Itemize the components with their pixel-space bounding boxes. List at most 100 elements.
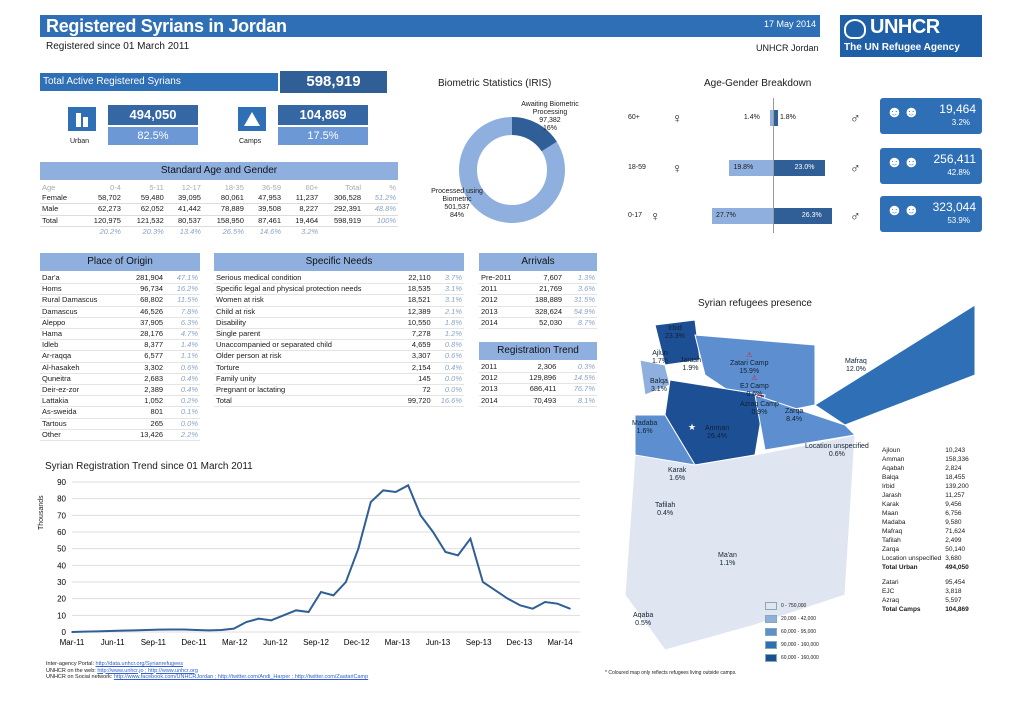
governorate-row: Total Camps 104,869 — [880, 605, 971, 614]
sa-cell: 78,889 — [220, 204, 244, 214]
origin-row-cell: Rural Damascus — [40, 294, 123, 307]
origin-row: Tartous 265 0.0% — [40, 418, 200, 430]
trend-point — [83, 630, 86, 633]
governorate-row: EJC 3,818 — [880, 587, 971, 596]
map-label-value: 0.9% — [751, 409, 768, 416]
needs-row-cell: Disability — [214, 317, 400, 330]
gov-value: 9,456 — [945, 501, 962, 508]
needs-row: Older person at risk 3,307 0.6% — [214, 350, 464, 363]
map-label: Location unspecified 0.6% — [805, 443, 869, 459]
age-total-box: ☻☻ 323,044 53.9% — [880, 196, 982, 232]
sa-pct-cell: 13.4% — [179, 226, 201, 236]
trend-point — [494, 589, 497, 592]
portal-link[interactable]: http://data.unhcr.org/Syrianrefugees — [95, 661, 183, 667]
trend-point — [220, 629, 223, 631]
gov-name: Jarash — [882, 492, 902, 499]
gov-value: 5,597 — [945, 597, 962, 604]
processed-annotation: Processed using Biometric 501,537 84% — [431, 188, 483, 219]
needs-row-cell: 7,278 — [399, 328, 433, 341]
y-tick-label: 80 — [57, 495, 66, 504]
map-label-value: 0.4% — [657, 510, 674, 517]
map-label-name: Ajlun — [652, 350, 668, 357]
male-bar — [774, 110, 778, 126]
needs-row: Torture 2,154 0.4% — [214, 362, 464, 374]
y-tick-label: 60 — [57, 528, 66, 537]
gov-name: Irbid — [882, 483, 895, 490]
page-title: Registered Syrians in Jordan — [46, 16, 287, 36]
trend-point — [531, 607, 534, 610]
x-tick-label: Jun-13 — [426, 638, 451, 647]
needs-row-cell: 3.7% — [432, 273, 464, 285]
male-pct-label: 26.3% — [801, 212, 822, 219]
urban-icon — [68, 107, 96, 131]
sa-cell: 48.8% — [374, 204, 396, 214]
arrivals-row: 2011 21,769 3.6% — [479, 283, 597, 296]
needs-row-cell: 0.8% — [432, 339, 464, 352]
urban-label: Urban — [70, 138, 90, 145]
trend-point — [382, 489, 385, 492]
reg-trend-row-cell: 2011 — [479, 362, 511, 374]
sa-cell: 58,702 — [97, 193, 121, 203]
sa-cell: 100% — [376, 215, 396, 225]
reg-trend-row-cell: 129,896 — [510, 372, 559, 385]
map-south — [624, 434, 856, 651]
legend-label: 0 - 750,000 — [781, 603, 807, 609]
gov-value: 139,200 — [945, 483, 969, 490]
trend-point — [108, 630, 111, 632]
map-label: Karak 1.6% — [668, 467, 686, 483]
social-link[interactable]: http://www.facebook.com/UNHCRJordan ; ht… — [113, 674, 369, 680]
age-total-box: ☻☻ 19,464 3.2% — [880, 98, 982, 134]
origin-row-cell: 3,302 — [122, 362, 166, 374]
reg-trend-row-cell: 2012 — [479, 372, 511, 385]
trend-line — [71, 483, 571, 633]
map-legend: 0 - 750,000 20,000 - 42,000 60,000 - 95,00… — [765, 600, 819, 665]
sa-cell: 62,052 — [140, 204, 164, 214]
origin-row-cell: 8,377 — [122, 339, 166, 352]
origin-row-cell: 0.1% — [165, 406, 200, 419]
map-label-name: Tafilah — [655, 502, 676, 509]
origin-row-cell: 0.0% — [165, 418, 200, 430]
trend-point — [183, 628, 185, 631]
male-pct-label: 1.8% — [779, 114, 796, 121]
legend-label: 90,000 - 160,000 — [781, 642, 819, 648]
x-tick-label: Mar-11 — [60, 638, 85, 647]
needs-row: Pregnant or lactating 72 0.0% — [214, 384, 464, 397]
needs-row-cell: Unaccompanied or separated child — [214, 339, 400, 352]
gov-name: Zatari — [882, 579, 899, 586]
urban-value: 494,050 — [108, 105, 198, 125]
gov-value: 95,454 — [945, 579, 966, 586]
sa-header-cell: Total — [345, 183, 362, 192]
age-gender-title: Age-Gender Breakdown — [704, 78, 812, 89]
map-label: Balqa 3.1% — [650, 378, 668, 394]
map-label-value: 8.4% — [786, 416, 803, 423]
trend-point — [407, 484, 409, 487]
reg-trend-row-cell: 2,306 — [510, 362, 559, 374]
x-tick-label: Dec-11 — [181, 638, 207, 647]
origin-row-cell: 801 — [122, 406, 166, 419]
needs-row-cell: Women at risk — [214, 294, 400, 307]
governorate-row: Aqabah 2,824 — [880, 464, 971, 473]
gov-value: 158,336 — [945, 456, 969, 463]
needs-row: Specific legal and physical protection n… — [214, 283, 464, 296]
origin-row-cell: Tartous — [40, 418, 123, 430]
web-link[interactable]: http://www.unhcr.jo ; http://www.unhcr.o… — [97, 667, 198, 674]
age-total-value: 323,044 — [932, 200, 976, 214]
origin-row-cell: Lattakia — [40, 395, 123, 408]
needs-row-cell: 2.1% — [432, 306, 464, 318]
unhcr-logo: UNHCR The UN Refugee Agency — [840, 15, 982, 57]
map-label-name: Jarash — [680, 357, 702, 364]
gov-name: Balqa — [882, 474, 899, 481]
family-icon: ☻☻ — [886, 202, 920, 219]
logo-sub-text: The UN Refugee Agency — [844, 42, 960, 53]
origin-row-cell: 7.8% — [165, 306, 200, 318]
map-label: Ajlun 1.7% — [652, 350, 668, 366]
governorate-row: Jarash 11,257 — [880, 491, 971, 500]
trend-point — [208, 629, 210, 632]
report-date: 17 May 2014 — [764, 19, 817, 29]
sa-pct-cell: 20.2% — [99, 226, 121, 236]
arrivals-row-cell: 52,030 — [523, 317, 565, 330]
origin-row-cell: 28,176 — [122, 328, 166, 341]
needs-row-cell: 72 — [399, 384, 433, 397]
origin-row-cell: 46,526 — [122, 306, 166, 318]
trend-point — [257, 617, 260, 620]
